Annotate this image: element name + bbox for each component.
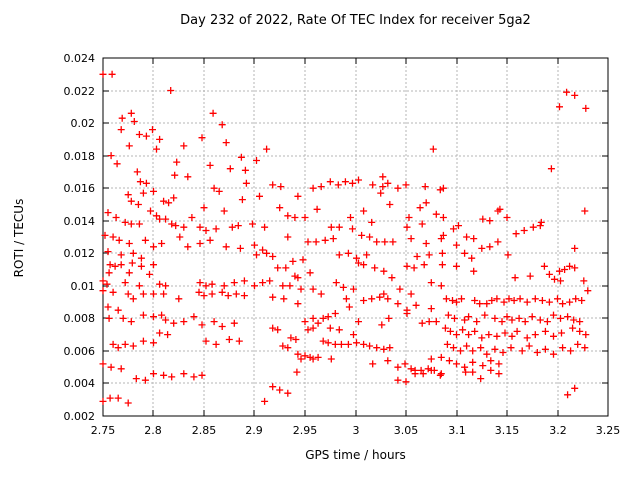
y-tick-label: 0.004 bbox=[64, 377, 96, 390]
y-tick-label: 0.022 bbox=[64, 85, 96, 98]
x-tick-label: 2.8 bbox=[144, 424, 162, 437]
y-tick-label: 0.002 bbox=[64, 410, 96, 423]
x-tick-label: 2.85 bbox=[192, 424, 217, 437]
plot-border bbox=[102, 57, 609, 417]
y-tick-label: 0.018 bbox=[64, 150, 96, 163]
x-tick-label: 3.2 bbox=[549, 424, 567, 437]
y-tick-label: 0.012 bbox=[64, 247, 96, 260]
y-tick-label: 0.01 bbox=[71, 280, 96, 293]
y-tick-label: 0.014 bbox=[64, 215, 96, 228]
x-axis-label: GPS time / hours bbox=[305, 448, 406, 462]
x-tick-label: 3.05 bbox=[394, 424, 419, 437]
x-tick-label: 3.25 bbox=[596, 424, 621, 437]
chart-title: Day 232 of 2022, Rate Of TEC Index for r… bbox=[180, 13, 531, 28]
scatter-points bbox=[99, 70, 592, 407]
x-tick-label: 3.15 bbox=[495, 424, 520, 437]
y-tick-label: 0.006 bbox=[64, 345, 96, 358]
x-tick-label: 2.75 bbox=[91, 424, 116, 437]
y-tick-label: 0.016 bbox=[64, 182, 96, 195]
x-tick-label: 3.1 bbox=[448, 424, 466, 437]
y-tick-label: 0.024 bbox=[64, 52, 96, 65]
y-tick-label: 0.02 bbox=[71, 117, 96, 130]
x-tick-label: 2.9 bbox=[245, 424, 263, 437]
x-tick-label: 3 bbox=[353, 424, 360, 437]
y-tick-label: 0.008 bbox=[64, 312, 96, 325]
x-tick-label: 2.95 bbox=[293, 424, 318, 437]
